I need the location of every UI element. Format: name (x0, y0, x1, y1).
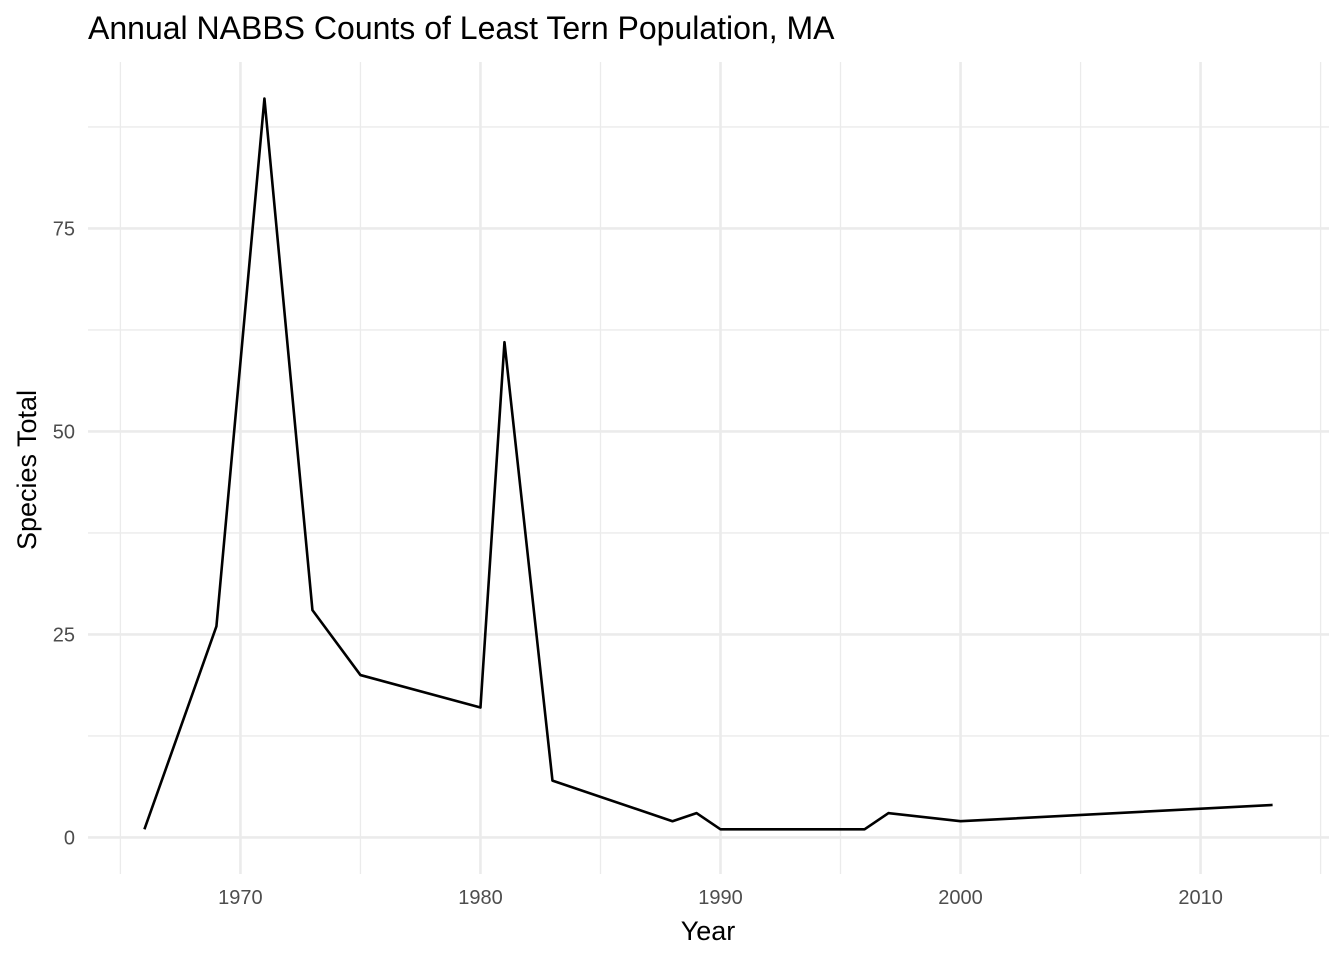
series-line (144, 99, 1272, 830)
x-tick-label: 1970 (218, 887, 263, 909)
x-tick-label: 1980 (458, 887, 503, 909)
chart-title: Annual NABBS Counts of Least Tern Popula… (88, 10, 835, 46)
y-tick-label: 0 (64, 827, 75, 849)
y-tick-label: 50 (53, 421, 75, 443)
y-axis-title: Species Total (12, 390, 42, 550)
x-tick-label: 2000 (938, 887, 983, 909)
x-tick-label: 2010 (1178, 887, 1223, 909)
x-major-gridlines (240, 62, 1200, 874)
y-tick-labels: 0 25 50 75 (53, 218, 75, 849)
y-tick-label: 25 (53, 624, 75, 646)
x-tick-labels: 1970 1980 1990 2000 2010 (218, 887, 1223, 909)
x-axis-title: Year (681, 916, 736, 946)
series-layer (144, 99, 1272, 830)
y-tick-label: 75 (53, 218, 75, 240)
x-tick-label: 1990 (698, 887, 743, 909)
